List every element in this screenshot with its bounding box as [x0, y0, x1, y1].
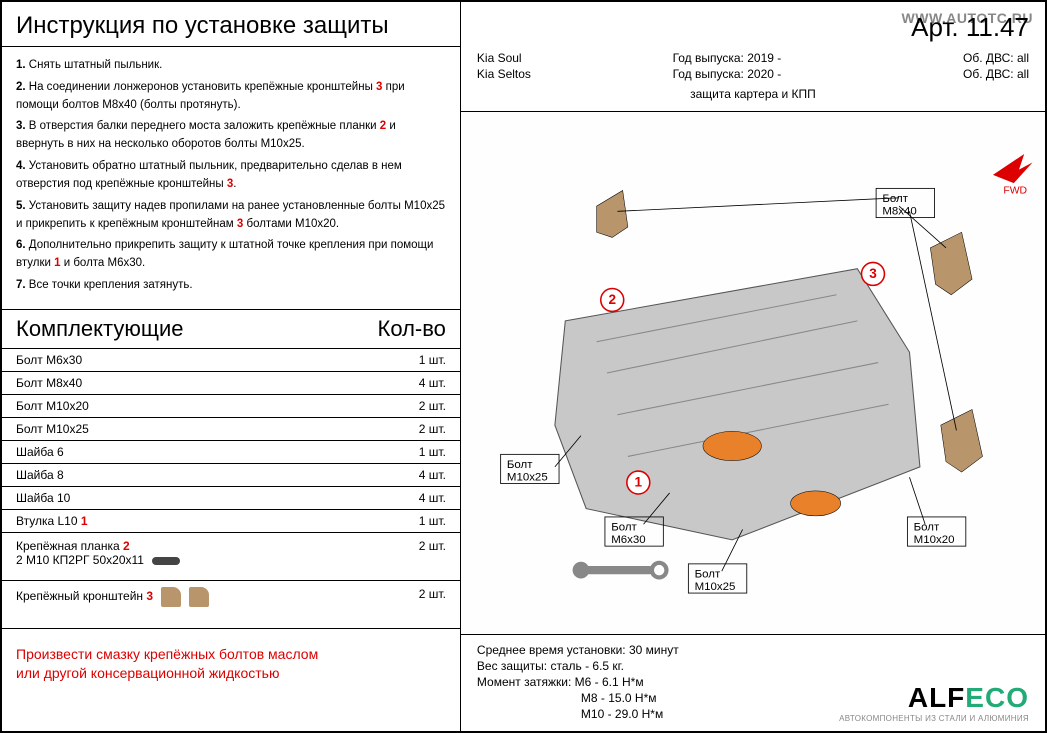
install-time: Среднее время установки: 30 минут	[477, 643, 679, 657]
bracket-icon	[161, 587, 181, 607]
table-row: Болт М6х301 шт.	[2, 349, 460, 372]
table-row: Болт М8х404 шт.	[2, 371, 460, 394]
parts-header: Комплектующие Кол-во	[2, 310, 460, 349]
table-row: Болт М10х252 шт.	[2, 417, 460, 440]
parts-header-label: Комплектующие	[16, 316, 183, 342]
vehicle-row: Kia SoulГод выпуска: 2019 -Об. ДВС: all	[477, 51, 1029, 65]
svg-text:2: 2	[608, 292, 616, 307]
bracket-right	[930, 232, 972, 295]
page-container: WWW.AUTOTC.RU Инструкция по установке за…	[0, 0, 1047, 733]
svg-text:М8х40: М8х40	[882, 205, 916, 217]
svg-text:М10х20: М10х20	[914, 534, 955, 546]
svg-text:Болт: Болт	[882, 193, 908, 205]
parts-header-qty: Кол-во	[378, 316, 446, 342]
instruction-line: 7. Все точки крепления затянуть.	[16, 277, 446, 295]
bracket-icon	[189, 587, 209, 607]
instruction-line: 1. Снять штатный пыльник.	[16, 57, 446, 75]
bracket-left	[596, 190, 627, 237]
protection-label: защита картера и КПП	[477, 87, 1029, 101]
install-info: Среднее время установки: 30 минут Вес за…	[477, 643, 679, 723]
instruction-line: 6. Дополнительно прикрепить защиту к шта…	[16, 237, 446, 273]
instruction-line: 2. На соединении лонжеронов установить к…	[16, 79, 446, 115]
bracket-right-2	[941, 410, 983, 473]
svg-text:Болт: Болт	[914, 521, 940, 533]
svg-text:1: 1	[634, 475, 642, 490]
article-number: Арт. 11.47	[477, 12, 1029, 43]
logo-subtitle: АВТОКОМПОНЕНТЫ ИЗ СТАЛИ И АЛЮМИНИЯ	[839, 714, 1029, 723]
svg-text:Болт: Болт	[611, 521, 637, 533]
svg-text:Болт: Болт	[695, 568, 721, 580]
lubrication-note: Произвести смазку крепёжных болтов масло…	[2, 629, 460, 700]
svg-text:М10х25: М10х25	[507, 471, 548, 483]
table-row: Втулка L10 11 шт.	[2, 509, 460, 532]
logo: ALFECO	[839, 682, 1029, 714]
table-row: Крепёжный кронштейн 32 шт.	[2, 580, 460, 628]
table-row: Болт М10х202 шт.	[2, 394, 460, 417]
table-row: Крепёжная планка 22 М10 КП2РГ 50х20х112 …	[2, 532, 460, 580]
diagram-svg: FWDБолтМ8х40БолтМ10х25БолтМ6х30БолтМ10х2…	[461, 112, 1045, 634]
torque-m10: М10 - 29.0 Н*м	[477, 707, 679, 721]
instructions-title: Инструкция по установке защиты	[2, 2, 460, 47]
ref-circle-3: 3	[861, 262, 884, 285]
callout: БолтМ10х20	[907, 517, 965, 546]
lube-line-2: или другой консервационной жидкостью	[16, 664, 446, 684]
diagram-area: FWDБолтМ8х40БолтМ10х25БолтМ6х30БолтМ10х2…	[461, 112, 1045, 634]
fwd-arrow: FWD	[993, 154, 1033, 197]
instructions-block: 1. Снять штатный пыльник. 2. На соединени…	[2, 47, 460, 310]
logo-block: ALFECO АВТОКОМПОНЕНТЫ ИЗ СТАЛИ И АЛЮМИНИ…	[839, 682, 1029, 723]
instruction-line: 4. Установить обратно штатный пыльник, п…	[16, 158, 446, 194]
torque-label: Момент затяжки: М6 - 6.1 Н*м	[477, 675, 679, 689]
svg-text:М6х30: М6х30	[611, 534, 645, 546]
ref-circle-1: 1	[627, 471, 650, 494]
svg-text:Болт: Болт	[507, 459, 533, 471]
lube-line-1: Произвести смазку крепёжных болтов масло…	[16, 645, 446, 665]
parts-table: Болт М6х301 шт.Болт М8х404 шт.Болт М10х2…	[2, 349, 460, 629]
ref-circle-2: 2	[601, 289, 624, 312]
wrench-icon	[573, 562, 667, 579]
instruction-line: 3. В отверстия балки переднего моста зал…	[16, 118, 446, 154]
callout: БолтМ8х40	[876, 188, 934, 217]
left-column: Инструкция по установке защиты 1. Снять …	[2, 2, 461, 731]
bottom-info: Среднее время установки: 30 минут Вес за…	[461, 634, 1045, 731]
callout: БолтМ10х25	[501, 454, 559, 483]
weight: Вес защиты: сталь - 6.5 кг.	[477, 659, 679, 673]
table-row: Шайба 84 шт.	[2, 463, 460, 486]
instruction-line: 5. Установить защиту надев пропилами на …	[16, 198, 446, 234]
svg-text:М10х25: М10х25	[695, 581, 736, 593]
header-block: Арт. 11.47 Kia SoulГод выпуска: 2019 -Об…	[461, 2, 1045, 112]
right-column: Арт. 11.47 Kia SoulГод выпуска: 2019 -Об…	[461, 2, 1045, 731]
drain-hole-2	[790, 491, 840, 516]
vehicle-row: Kia SeltosГод выпуска: 2020 -Об. ДВС: al…	[477, 67, 1029, 81]
table-row: Шайба 61 шт.	[2, 440, 460, 463]
drain-hole-1	[703, 431, 761, 460]
svg-text:FWD: FWD	[1003, 186, 1027, 197]
table-row: Шайба 104 шт.	[2, 486, 460, 509]
torque-m8: М8 - 15.0 Н*м	[477, 691, 679, 705]
plank-icon	[152, 557, 180, 565]
svg-text:3: 3	[869, 266, 877, 281]
callout: БолтМ10х25	[688, 564, 746, 593]
